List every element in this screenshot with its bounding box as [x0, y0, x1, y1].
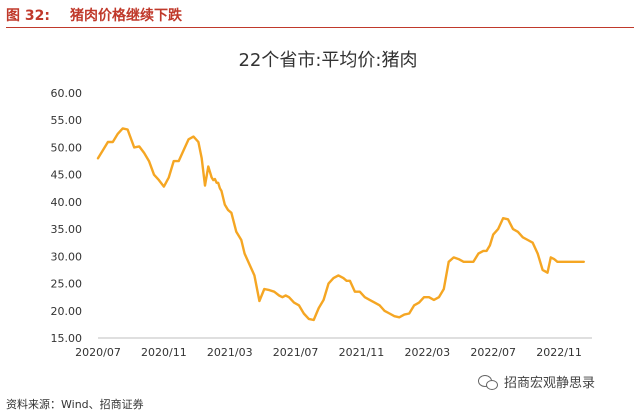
figure-title: 猪肉价格继续下跌 [70, 8, 182, 24]
x-axis: 2020/07 2020/11 2021/03 2021/07 2021/11 2022/… [75, 337, 592, 359]
y-tick-label: 15.00 [51, 332, 83, 345]
x-tick-label: 2020/11 [141, 346, 187, 359]
y-tick-label: 60.00 [51, 87, 83, 100]
x-tick-label: 2020/07 [75, 346, 121, 359]
x-tick-label: 2021/11 [339, 346, 385, 359]
wechat-icon [478, 374, 500, 390]
x-tick-label: 2022/11 [536, 346, 582, 359]
y-tick-label: 40.00 [51, 196, 83, 209]
series-layer [96, 127, 585, 322]
x-tick-label: 2021/07 [273, 346, 319, 359]
figure-label: 图 32: [6, 8, 50, 24]
x-tick-label: 2022/03 [404, 346, 450, 359]
x-tick-label: 2021/03 [207, 346, 253, 359]
watermark: 招商宏观静思录 [478, 372, 595, 391]
y-axis: 15.00 20.00 25.00 30.00 35.00 40.00 45.00 50.00… [51, 87, 83, 345]
figure-source: 资料来源：Wind、招商证券 [6, 398, 144, 411]
y-tick-label: 45.00 [51, 169, 83, 182]
y-tick-label: 35.00 [51, 223, 83, 236]
x-tick-label: 2022/07 [470, 346, 516, 359]
figure-header: 图 32: 猪肉价格继续下跌 [6, 3, 634, 28]
series-line-pork-price [96, 127, 585, 322]
chart-title: 22个省市:平均价:猪肉 [238, 50, 417, 71]
y-tick-label: 20.00 [51, 305, 83, 318]
y-tick-label: 30.00 [51, 250, 83, 263]
y-tick-label: 55.00 [51, 114, 83, 127]
watermark-text: 招商宏观静思录 [504, 376, 596, 391]
y-tick-label: 25.00 [51, 278, 83, 291]
y-tick-label: 50.00 [51, 141, 83, 154]
